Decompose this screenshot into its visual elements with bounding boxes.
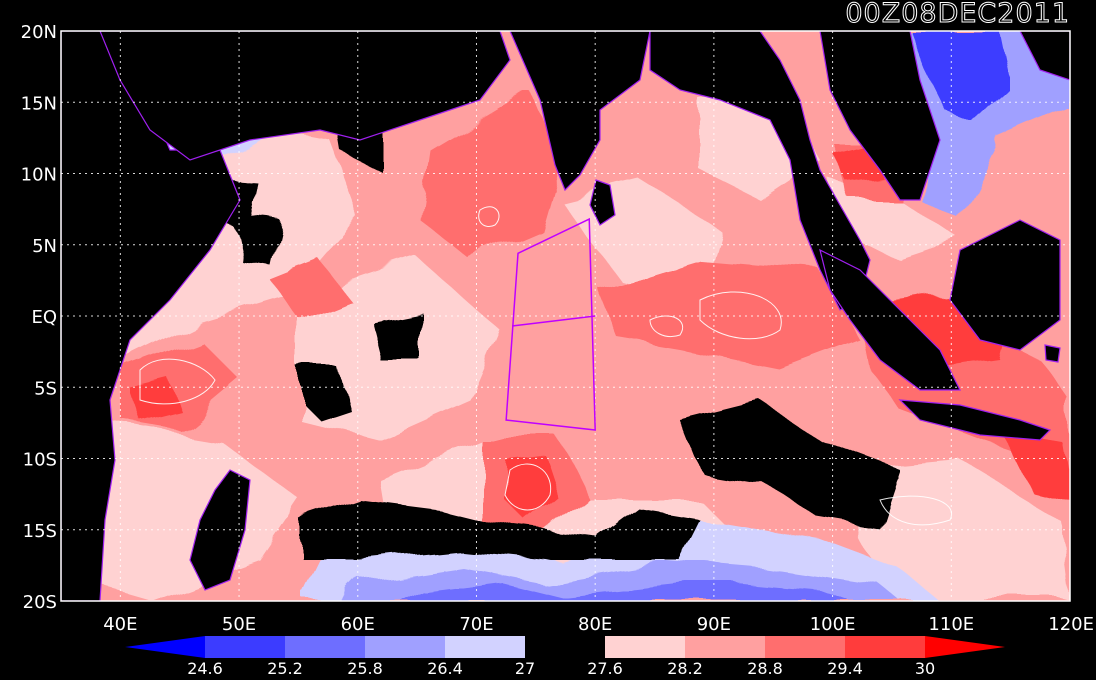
arabia-land	[99, 31, 511, 161]
colorbar-label: 28.8	[747, 659, 783, 678]
lon-tick-label: 70E	[459, 614, 493, 635]
analysis-box-outline	[505, 217, 596, 431]
lat-tick-label: 15N	[21, 93, 57, 114]
lat-tick-label: 5N	[32, 236, 57, 257]
lon-tick-label: 120E	[1048, 614, 1094, 635]
colorbar-segment	[365, 636, 445, 658]
colorbar-label: 25.2	[267, 659, 303, 678]
colorbar-label: 24.6	[187, 659, 223, 678]
colorbar-segment	[445, 636, 525, 658]
colorbar-label: 26.4	[427, 659, 463, 678]
contour-lines	[139, 206, 953, 526]
colorbar-segment	[525, 636, 605, 658]
colorbar-segment	[845, 636, 925, 658]
sst-band-25-2-south	[400, 580, 850, 601]
colorbar-segment	[605, 636, 685, 658]
colorbar-label: 30	[915, 659, 935, 678]
sri-lanka-land	[589, 179, 616, 226]
latitude-labels: 20N 15N 10N 5N EQ 5S 10S 15S 20S	[21, 22, 57, 613]
lat-tick-label: 5S	[34, 378, 57, 399]
sumatra-land	[819, 248, 961, 391]
lat-tick-label: 20N	[21, 22, 57, 43]
colorbar-segment	[765, 636, 845, 658]
lat-tick-label: 20S	[23, 592, 57, 613]
analysis-box-divider	[511, 315, 596, 327]
colorbar-labels: 24.6 25.2 25.8 26.4 27 27.6 28.2 28.8 29.4 30	[187, 659, 935, 678]
sst-band-24-6-northeast	[910, 31, 1010, 120]
colorbar-label: 28.2	[667, 659, 703, 678]
colorbar-segment	[685, 636, 765, 658]
map-gridlines	[61, 31, 1070, 601]
colorbar-label: 27	[515, 659, 535, 678]
colorbar-segment	[205, 636, 285, 658]
lat-tick-label: 10S	[23, 450, 57, 471]
indochina-land	[819, 31, 941, 201]
colorbar-label: 25.8	[347, 659, 383, 678]
lon-tick-label: 80E	[578, 614, 612, 635]
map-frame	[60, 30, 1071, 602]
java-land	[898, 399, 1052, 441]
borneo-land	[949, 219, 1061, 351]
colorbar-right-arrow	[925, 636, 1005, 658]
lon-tick-label: 60E	[341, 614, 375, 635]
india-land	[509, 31, 651, 192]
colorbar-label: 27.6	[587, 659, 623, 678]
lon-tick-label: 100E	[810, 614, 856, 635]
colorbar-segment	[285, 636, 365, 658]
analysis-box	[505, 217, 596, 431]
colorbar-left-arrow	[125, 636, 205, 658]
lon-tick-label: 90E	[697, 614, 731, 635]
colorbar-label: 29.4	[827, 659, 863, 678]
sst-field	[61, 31, 1070, 601]
longitude-labels: 40E 50E 60E 70E 80E 90E 100E 110E 120E	[103, 614, 1094, 635]
lon-tick-label: 40E	[103, 614, 137, 635]
lon-tick-label: 110E	[928, 614, 974, 635]
lat-tick-label: 10N	[21, 165, 57, 186]
island-land	[1044, 344, 1061, 363]
land-masses	[61, 31, 1070, 601]
madagascar-land	[189, 469, 251, 591]
philippines-land	[1019, 31, 1070, 81]
lat-tick-label: EQ	[31, 307, 57, 328]
lon-tick-label: 50E	[222, 614, 256, 635]
lat-tick-label: 15S	[23, 521, 57, 542]
colorbar	[125, 636, 1005, 658]
map-timestamp: 00Z08DEC2011	[845, 0, 1070, 30]
